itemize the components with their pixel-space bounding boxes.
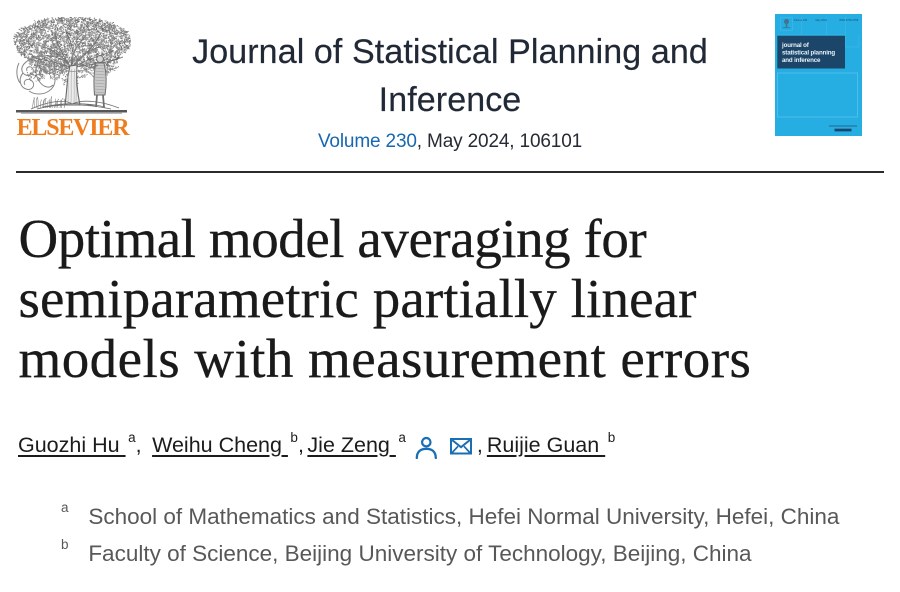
svg-text:Volume 230: Volume 230 (794, 18, 808, 22)
svg-text:and inference: and inference (782, 57, 821, 64)
svg-text:journal of: journal of (781, 42, 810, 49)
svg-text:May 2024: May 2024 (816, 18, 828, 22)
svg-text:statistical planning: statistical planning (782, 50, 835, 57)
svg-text:ISSN 0378-3758: ISSN 0378-3758 (839, 18, 859, 22)
